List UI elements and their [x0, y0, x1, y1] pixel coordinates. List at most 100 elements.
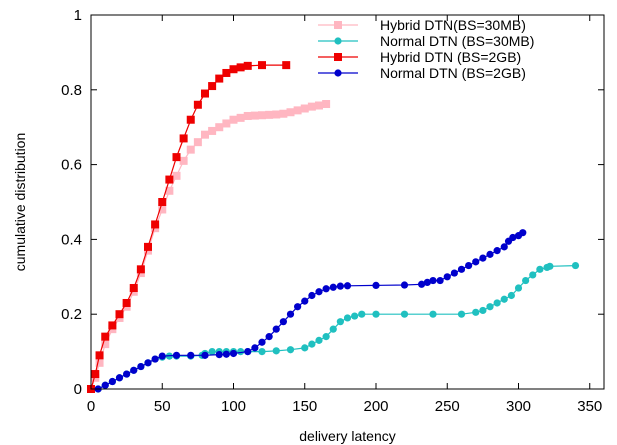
data-point-1-29	[336, 318, 344, 326]
data-point-2-8	[136, 265, 145, 274]
data-point-1-36	[457, 310, 466, 318]
y-tick-label-0: 0	[74, 381, 82, 398]
data-point-3-30	[343, 282, 352, 290]
data-point-1-19	[237, 348, 245, 356]
data-point-1-21	[258, 348, 266, 356]
data-point-2-10	[151, 220, 160, 229]
data-point-2-11	[158, 198, 167, 206]
data-point-1-34	[400, 310, 409, 318]
data-point-1-39	[486, 303, 494, 311]
data-point-0-25	[258, 111, 266, 120]
data-point-0-31	[300, 104, 309, 113]
y-axis-label: cumulative distribution	[12, 133, 28, 272]
data-point-2-20	[222, 68, 231, 77]
data-point-1-40	[493, 299, 501, 307]
y-tick-label-4: 0.8	[61, 82, 82, 99]
data-point-0-2	[95, 358, 104, 367]
data-point-2-14	[179, 134, 188, 143]
data-point-3-14	[222, 350, 230, 358]
data-point-3-47	[509, 233, 517, 242]
data-point-0-16	[193, 138, 202, 147]
data-point-3-28	[329, 283, 337, 291]
legend-swatch-marker-2	[334, 53, 342, 61]
data-point-1-49	[571, 261, 580, 270]
data-point-1-23	[286, 346, 295, 354]
data-point-3-21	[279, 318, 287, 326]
series-line-1	[97, 265, 576, 390]
data-point-0-18	[208, 126, 217, 135]
data-point-2-2	[95, 351, 104, 360]
legend-swatch-marker-1	[334, 37, 342, 45]
data-point-2-21	[229, 65, 238, 74]
data-point-3-29	[336, 282, 344, 290]
data-point-3-13	[215, 350, 223, 359]
data-point-1-25	[308, 340, 316, 348]
data-point-3-37	[443, 273, 451, 281]
data-point-0-15	[186, 145, 195, 154]
data-point-0-24	[250, 111, 259, 120]
data-point-3-8	[151, 355, 159, 363]
data-point-3-12	[201, 351, 209, 359]
legend-entry-1: Normal DTN (BS=30MB)	[318, 33, 534, 49]
data-point-1-31	[351, 312, 359, 320]
x-tick-label-0: 0	[87, 398, 95, 415]
data-point-2-16	[193, 100, 202, 109]
x-tick-label-6: 300	[506, 398, 531, 415]
x-tick-label-4: 200	[363, 398, 388, 415]
data-point-3-26	[315, 288, 323, 296]
data-point-2-6	[122, 298, 131, 307]
axis-layer: 0 50 100 150 200 250 300 350 0 0.2 0.4 0.6 0.8 1	[61, 7, 604, 415]
data-point-3-36	[436, 276, 444, 285]
data-point-3-41	[472, 258, 480, 266]
data-point-1-35	[429, 310, 437, 318]
data-point-3-15	[229, 349, 238, 358]
series-line-3	[97, 232, 524, 390]
legend-swatch-marker-3	[334, 69, 342, 77]
legend-swatch-marker-0	[334, 21, 342, 29]
data-point-3-44	[493, 247, 501, 255]
data-point-1-48	[546, 262, 554, 270]
data-point-3-7	[144, 359, 152, 367]
x-tick-label-3: 150	[292, 398, 317, 415]
data-point-1-38	[479, 306, 487, 315]
data-point-3-35	[429, 276, 437, 285]
data-point-0-29	[286, 108, 295, 117]
data-point-2-1	[91, 370, 100, 379]
data-point-2-13	[172, 153, 181, 162]
data-point-1-32	[358, 310, 366, 318]
data-point-1-27	[322, 333, 330, 341]
x-tick-label-7: 350	[577, 398, 602, 415]
data-point-2-22	[236, 63, 245, 72]
data-point-3-34	[423, 278, 431, 287]
data-point-3-49	[519, 229, 527, 237]
data-point-0-17	[201, 130, 209, 139]
data-point-0-11	[158, 205, 167, 214]
y-tick-label-1: 0.2	[61, 306, 82, 323]
data-point-0-23	[243, 111, 252, 120]
data-point-3-6	[137, 362, 145, 371]
data-point-0-28	[279, 109, 288, 118]
data-point-3-5	[130, 366, 138, 374]
data-point-0-19	[215, 123, 224, 132]
legend-label-3: Normal DTN (BS=2GB)	[380, 65, 526, 81]
data-point-1-22	[272, 347, 280, 355]
data-point-1-33	[372, 310, 380, 318]
data-point-1-30	[343, 314, 352, 322]
data-point-3-3	[115, 374, 124, 382]
data-point-3-40	[465, 261, 473, 270]
data-point-1-15	[208, 348, 216, 356]
data-point-3-45	[500, 243, 508, 251]
data-point-3-16	[244, 348, 252, 356]
data-point-2-7	[129, 284, 138, 293]
data-point-1-43	[514, 284, 523, 292]
data-point-3-20	[272, 325, 280, 333]
data-point-3-43	[486, 250, 494, 258]
x-axis-label: delivery latency	[299, 428, 396, 444]
data-point-3-32	[400, 281, 409, 289]
data-point-3-11	[187, 351, 195, 359]
data-point-0-3	[101, 340, 110, 349]
series-layer	[87, 61, 580, 393]
data-point-3-9	[158, 352, 166, 360]
x-tick-label-5: 250	[435, 398, 460, 415]
